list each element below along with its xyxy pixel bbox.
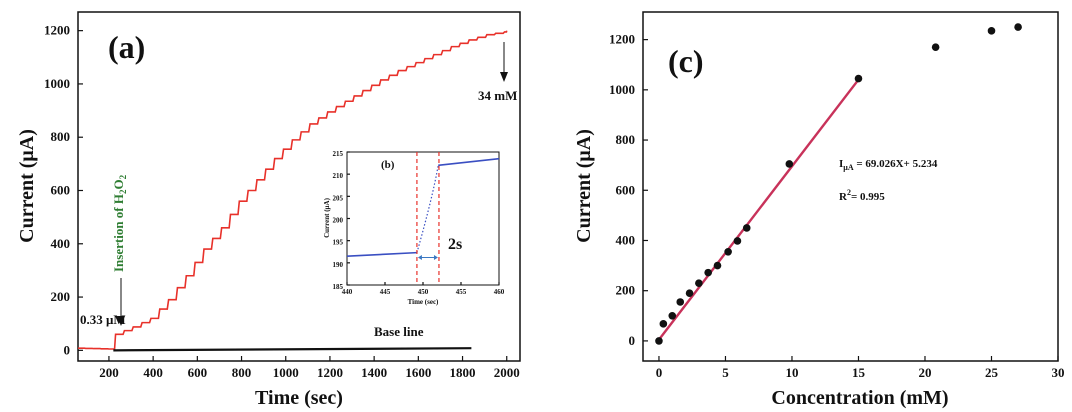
data-point xyxy=(668,312,677,320)
panel-a-x-tick-label: 1000 xyxy=(273,365,299,380)
inset-label: (b) xyxy=(381,159,395,171)
inset-span-arrowhead-right xyxy=(433,255,438,261)
panel-c-y-tick-label: 400 xyxy=(616,232,636,247)
panel-c-frame xyxy=(642,11,1059,362)
panel-a: 200 400 600 800 1000 1200 1400 1600 1800 2000 0 200… xyxy=(16,11,521,409)
panel-a-x-tick-label: 1800 xyxy=(450,365,476,380)
panel-a-x-tick-label: 400 xyxy=(143,365,163,380)
panel-c-series xyxy=(655,23,1022,345)
inset-x-tick-label: 455 xyxy=(456,288,467,296)
data-point xyxy=(704,268,712,277)
data-point xyxy=(987,27,996,35)
fit-line xyxy=(658,75,863,341)
panel-c-x-tick-label: 15 xyxy=(852,365,866,380)
panel-a-frame xyxy=(77,11,521,362)
data-point xyxy=(733,237,742,245)
panel-a-x-tick-label: 1400 xyxy=(361,365,387,380)
inset-line-after xyxy=(438,157,500,167)
panel-c-y-tick-label: 1000 xyxy=(609,82,635,97)
inset-span-arrowhead-left xyxy=(417,255,422,261)
panel-c-y-tick-label: 600 xyxy=(616,182,636,197)
inset-xlabel: Time (sec) xyxy=(408,298,439,306)
panel-c-ylabel: Current (μA) xyxy=(573,129,595,243)
panel-a-x-tick-label: 2000 xyxy=(494,365,520,380)
panel-a-ticks: 200 400 600 800 1000 1200 1400 1600 1800 2000 0 200… xyxy=(44,23,520,380)
inset-x-tick-label: 440 xyxy=(342,288,353,296)
panel-a-y-tick-label: 400 xyxy=(51,236,71,251)
inset-y-tick-label: 185 xyxy=(333,283,344,291)
panel-a-x-tick-label: 200 xyxy=(99,365,119,380)
panel-c-label: (c) xyxy=(668,43,704,79)
data-point xyxy=(655,337,663,345)
inset-ticks: 440 445 450 455 460 185 190 195 200 205 210 215 xyxy=(333,150,505,296)
panel-a-y-tick-label: 200 xyxy=(51,289,71,304)
inset-line-before xyxy=(346,251,417,257)
data-point xyxy=(1014,23,1022,31)
inset-y-tick-label: 190 xyxy=(333,261,344,269)
panel-c-xlabel: Concentration (mM) xyxy=(771,387,948,409)
panel-a-x-tick-label: 800 xyxy=(232,365,252,380)
panel-c-x-tick-label: 0 xyxy=(656,365,663,380)
red-amperometric-series xyxy=(78,30,508,350)
inset-frame xyxy=(346,151,500,286)
baseline-label: Base line xyxy=(374,324,424,339)
panel-a-y-tick-label: 1200 xyxy=(44,23,70,38)
inset-x-tick-label: 450 xyxy=(418,288,429,296)
inset-span-text: 2s xyxy=(448,236,462,253)
data-point xyxy=(676,298,685,306)
inset-line-transition xyxy=(416,165,439,253)
insertion-arrow-head xyxy=(117,316,125,326)
panel-c-x-tick-label: 10 xyxy=(785,365,798,380)
data-point xyxy=(713,261,722,270)
panel-a-y-tick-label: 1000 xyxy=(44,76,70,91)
panel-a-label: (a) xyxy=(108,29,145,65)
data-point xyxy=(695,279,703,287)
panel-c-ticks: 0 5 10 15 20 25 30 0 200 400 600 800 1000 1200 xyxy=(609,32,1065,380)
panel-c-y-tick-label: 1200 xyxy=(609,32,635,47)
data-point xyxy=(724,247,732,256)
inset-y-tick-label: 210 xyxy=(333,172,344,180)
inset-x-tick-label: 460 xyxy=(494,288,505,296)
panel-c-x-tick-label: 20 xyxy=(918,365,931,380)
panel-c-y-tick-label: 800 xyxy=(616,132,636,147)
fit-r-squared: R2= 0.995 xyxy=(839,188,885,203)
data-point xyxy=(854,74,863,83)
inset-ylabel: Current (μA) xyxy=(323,197,331,237)
inset-x-tick-label: 445 xyxy=(380,288,391,296)
panel-a-y-tick-label: 800 xyxy=(51,129,71,144)
panel-a-x-tick-label: 1600 xyxy=(405,365,431,380)
baseline-series xyxy=(113,347,472,352)
data-point xyxy=(659,320,668,328)
panel-a-x-tick-label: 600 xyxy=(188,365,208,380)
end-arrow-head xyxy=(500,72,508,82)
panel-c-y-tick-label: 0 xyxy=(629,333,636,348)
panel-a-ylabel: Current (μA) xyxy=(16,129,38,243)
insertion-annotation: Insertion of H2O2 xyxy=(111,174,128,272)
inset-y-tick-label: 205 xyxy=(333,194,344,202)
inset-b: 440 445 450 455 460 185 190 195 200 205 210 215 (b)… xyxy=(323,150,505,306)
panel-a-y-tick-label: 0 xyxy=(64,342,71,357)
inset-series xyxy=(346,152,500,285)
inset-y-tick-label: 215 xyxy=(333,150,344,158)
panel-a-series xyxy=(78,30,508,352)
panel-c-x-tick-label: 25 xyxy=(985,365,999,380)
panel-c-y-tick-label: 200 xyxy=(616,283,636,298)
panel-a-y-tick-label: 600 xyxy=(51,182,71,197)
start-concentration-label: 0.33 μM xyxy=(80,312,126,327)
fit-equation: IμA = 69.026X+ 5.234 xyxy=(839,158,938,172)
inset-y-tick-label: 195 xyxy=(333,239,344,247)
panel-c: 0 5 10 15 20 25 30 0 200 400 600 800 1000 1200 (c) Co… xyxy=(573,11,1065,409)
end-concentration-label: 34 mM xyxy=(478,88,517,103)
inset-y-tick-label: 200 xyxy=(333,217,344,225)
data-point xyxy=(931,43,940,51)
panel-a-x-tick-label: 1200 xyxy=(317,365,343,380)
data-point xyxy=(685,289,694,298)
panel-c-x-tick-label: 30 xyxy=(1052,365,1065,380)
panel-c-x-tick-label: 5 xyxy=(722,365,729,380)
data-point xyxy=(785,160,794,168)
data-point xyxy=(742,224,751,232)
panel-a-xlabel: Time (sec) xyxy=(255,387,343,409)
